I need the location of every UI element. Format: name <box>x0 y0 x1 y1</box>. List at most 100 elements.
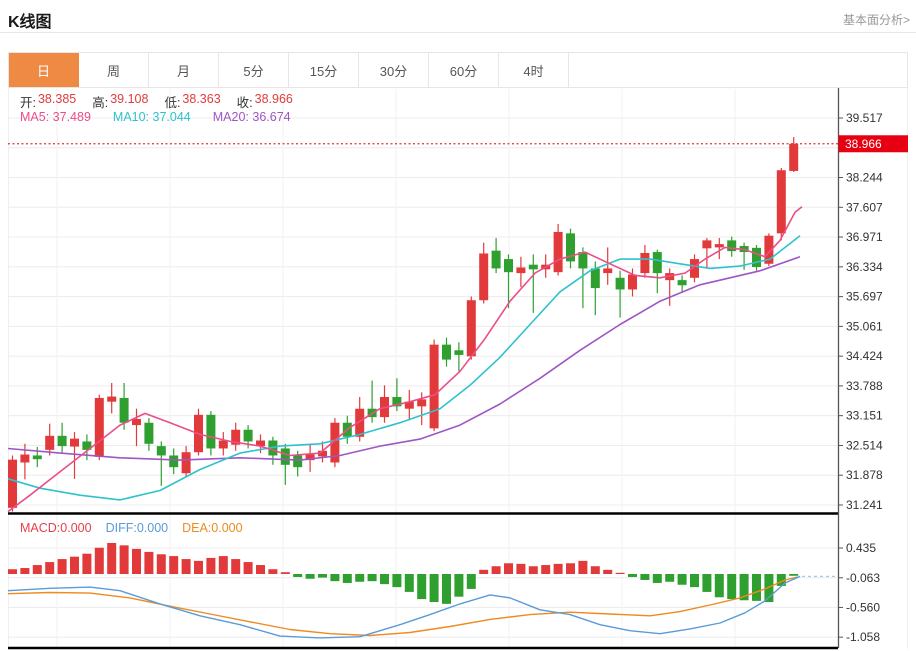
ma20-value: 36.674 <box>252 110 291 124</box>
candle-body <box>280 448 290 465</box>
tab-月[interactable]: 月 <box>149 53 219 87</box>
macd-value: 0.000 <box>60 521 92 535</box>
candle-body <box>355 408 365 437</box>
macd-bar <box>342 574 352 583</box>
candle-body <box>70 438 79 447</box>
macd-bar <box>442 574 451 604</box>
candle-body <box>417 399 427 407</box>
dea-line <box>7 575 801 637</box>
ma10-value: 37.044 <box>152 110 191 124</box>
price-tick-label: 36.334 <box>846 260 883 274</box>
macd-bar <box>640 574 650 580</box>
macd-bar <box>305 574 315 579</box>
macd-bar <box>57 559 67 574</box>
high-value: 39.108 <box>110 92 149 106</box>
current-price-badge <box>838 135 908 153</box>
macd-bar <box>243 562 253 574</box>
tab-周[interactable]: 周 <box>79 53 149 87</box>
macd-tick-label: -0.063 <box>846 571 880 585</box>
candle-body <box>256 440 265 447</box>
macd-bar <box>752 574 761 601</box>
high-label: 高: <box>92 96 109 110</box>
candle-body <box>82 441 92 450</box>
candle-body <box>466 300 476 357</box>
macd-bar <box>553 563 563 574</box>
macd-bar <box>590 566 600 574</box>
ma5-line <box>7 206 803 513</box>
candle-body <box>442 344 451 360</box>
price-tick-label: 37.607 <box>846 200 883 214</box>
candle-body <box>243 429 253 442</box>
ma10-line <box>7 235 801 501</box>
candle-body <box>206 414 216 449</box>
candle-body <box>231 429 241 445</box>
macd-bar <box>677 574 687 585</box>
candle-body <box>789 143 799 171</box>
candle-body <box>156 446 166 456</box>
macd-tick-label: -0.560 <box>846 600 880 614</box>
candle-body <box>132 418 141 426</box>
candle-body <box>776 170 786 234</box>
macd-bar <box>144 551 154 574</box>
chart-frame <box>8 88 908 649</box>
candle-body <box>752 247 761 268</box>
macd-bar <box>603 569 613 574</box>
tab-5分[interactable]: 5分 <box>219 53 289 87</box>
macd-bar <box>293 574 303 577</box>
tab-4时[interactable]: 4时 <box>499 53 569 87</box>
macd-bar <box>491 566 501 574</box>
low-label: 低: <box>164 96 181 110</box>
price-tick-label: 33.788 <box>846 379 883 393</box>
candle-body <box>94 397 104 457</box>
macd-label: MACD: <box>20 521 61 535</box>
diff-value: 0.000 <box>136 521 169 535</box>
diff-label: DIFF: <box>105 521 137 535</box>
tab-30分[interactable]: 30分 <box>359 53 429 87</box>
open-value: 38.385 <box>37 92 77 106</box>
macd-bar <box>194 560 203 574</box>
candle-body <box>677 280 687 286</box>
macd-bar <box>380 574 389 585</box>
candle-body <box>404 401 414 409</box>
macd-bar <box>578 560 588 574</box>
close-label: 收: <box>236 96 253 110</box>
candle-body <box>293 455 303 468</box>
macd-bar <box>652 574 662 583</box>
macd-bar <box>181 559 191 574</box>
candle-body <box>590 268 600 289</box>
candle-body <box>727 240 737 252</box>
candle-body <box>454 350 464 355</box>
ma20-line <box>7 255 801 461</box>
price-tick-label: 38.244 <box>846 171 883 185</box>
ma5-label: MA5: <box>20 110 50 124</box>
candle-body <box>615 277 625 290</box>
macd-bar <box>404 574 414 592</box>
macd-bar <box>107 542 117 574</box>
candle-body <box>45 435 55 450</box>
macd-bar <box>330 574 340 582</box>
macd-bar <box>32 565 42 574</box>
candle-body <box>702 240 712 249</box>
macd-bar <box>429 574 439 603</box>
macd-bar <box>466 574 476 589</box>
header-divider <box>0 32 916 33</box>
price-tick-label: 35.061 <box>846 319 883 333</box>
close-value: 38.966 <box>254 92 293 106</box>
macd-bar <box>764 574 774 603</box>
fundamental-analysis-link[interactable]: 基本面分析> <box>842 13 910 27</box>
tab-日[interactable]: 日 <box>9 53 79 87</box>
macd-bar <box>82 553 92 574</box>
macd-bar <box>45 562 55 574</box>
macd-bar <box>169 556 179 574</box>
diff-line <box>7 575 801 639</box>
macd-bar <box>739 574 749 601</box>
macd-readout: MACD: 0.000 DIFF: 0.000 DEA: 0.000 <box>20 521 243 535</box>
macd-bar <box>454 574 464 597</box>
candle-body <box>32 455 42 460</box>
tab-60分[interactable]: 60分 <box>429 53 499 87</box>
price-tick-label: 34.424 <box>846 349 883 363</box>
tab-15分[interactable]: 15分 <box>289 53 359 87</box>
candle-body <box>20 454 30 463</box>
period-tab-bar: 日周月 5分 15分 30分 60分 4时 <box>8 52 908 88</box>
